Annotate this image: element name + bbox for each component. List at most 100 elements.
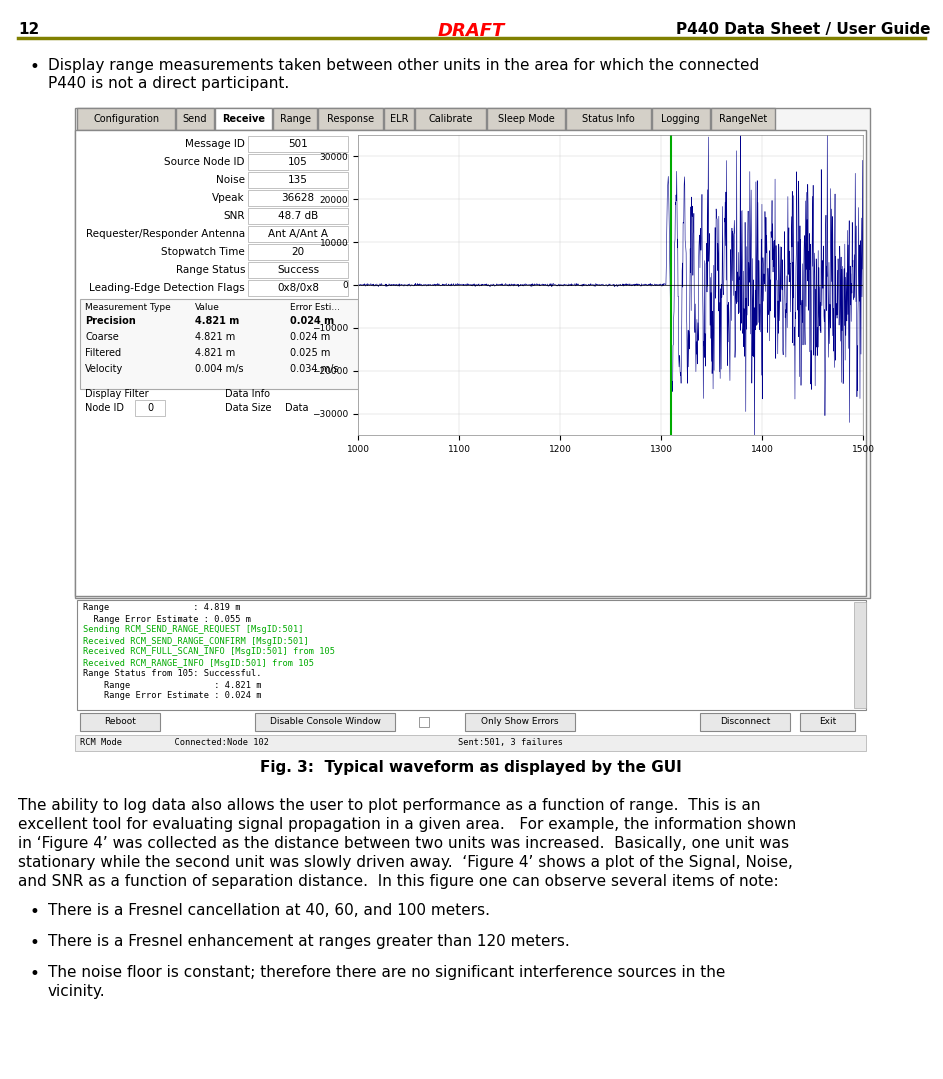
Text: P440 Data Sheet / User Guide: P440 Data Sheet / User Guide — [675, 22, 930, 37]
FancyBboxPatch shape — [248, 262, 348, 278]
Text: Filtered: Filtered — [85, 349, 121, 358]
FancyBboxPatch shape — [248, 154, 348, 170]
Text: stationary while the second unit was slowly driven away.  ‘Figure 4’ shows a plo: stationary while the second unit was slo… — [18, 855, 793, 870]
Text: Receive: Receive — [222, 114, 265, 124]
Text: vicinity.: vicinity. — [48, 984, 106, 999]
Text: Requester/Responder Antenna: Requester/Responder Antenna — [86, 229, 245, 240]
Text: and SNR as a function of separation distance.  In this figure one can observe se: and SNR as a function of separation dist… — [18, 874, 779, 889]
Text: Range Error Estimate : 0.055 m: Range Error Estimate : 0.055 m — [83, 615, 251, 624]
Text: Data Size: Data Size — [225, 402, 272, 413]
Text: Data Info: Data Info — [225, 390, 270, 399]
Text: 105: 105 — [289, 158, 307, 167]
FancyBboxPatch shape — [273, 108, 317, 129]
Text: Measurement Type: Measurement Type — [85, 302, 171, 312]
Text: 48.7 dB: 48.7 dB — [278, 211, 318, 221]
FancyBboxPatch shape — [854, 602, 866, 708]
Text: Exit: Exit — [819, 718, 836, 726]
Text: Send: Send — [183, 114, 207, 124]
Text: Status Info: Status Info — [582, 114, 635, 124]
Text: •: • — [30, 965, 40, 983]
Text: 36628: 36628 — [281, 193, 315, 203]
FancyBboxPatch shape — [415, 108, 487, 129]
FancyBboxPatch shape — [255, 713, 395, 730]
Text: P440 is not a direct participant.: P440 is not a direct participant. — [48, 76, 290, 91]
Text: •: • — [30, 903, 40, 921]
Text: •: • — [30, 58, 40, 76]
FancyBboxPatch shape — [318, 108, 383, 129]
Text: Range: Range — [280, 114, 310, 124]
Text: Precision: Precision — [85, 316, 136, 326]
Text: 0.024 m: 0.024 m — [290, 332, 330, 342]
Text: Disable Console Window: Disable Console Window — [270, 718, 380, 726]
Text: 0x8/0x8: 0x8/0x8 — [277, 283, 319, 293]
Text: The ability to log data also allows the user to plot performance as a function o: The ability to log data also allows the … — [18, 798, 760, 812]
FancyBboxPatch shape — [215, 108, 273, 129]
Text: 4.821 m: 4.821 m — [195, 316, 240, 326]
Text: SNR: SNR — [223, 211, 245, 221]
Text: Stopwatch Time: Stopwatch Time — [161, 247, 245, 257]
FancyBboxPatch shape — [248, 208, 348, 224]
FancyBboxPatch shape — [652, 108, 709, 129]
FancyBboxPatch shape — [700, 713, 790, 730]
Text: RangeNet: RangeNet — [719, 114, 767, 124]
FancyBboxPatch shape — [75, 735, 866, 751]
FancyBboxPatch shape — [248, 279, 348, 296]
Text: Vpeak: Vpeak — [212, 193, 245, 203]
Text: There is a Fresnel enhancement at ranges greater than 120 meters.: There is a Fresnel enhancement at ranges… — [48, 934, 570, 950]
Text: Logging: Logging — [661, 114, 700, 124]
FancyBboxPatch shape — [566, 108, 651, 129]
Text: Node ID: Node ID — [85, 402, 124, 413]
Text: Coarse: Coarse — [85, 332, 119, 342]
Text: 12: 12 — [18, 22, 40, 37]
Text: RCM Mode          Connected:Node 102                                    Sent:501: RCM Mode Connected:Node 102 Sent:501 — [80, 738, 563, 748]
FancyBboxPatch shape — [80, 299, 358, 390]
Text: Disconnect: Disconnect — [720, 718, 770, 726]
FancyBboxPatch shape — [248, 226, 348, 242]
Text: 0.004 m/s: 0.004 m/s — [195, 364, 243, 374]
FancyBboxPatch shape — [248, 190, 348, 206]
Text: Received RCM_FULL_SCAN_INFO [MsgID:501] from 105: Received RCM_FULL_SCAN_INFO [MsgID:501] … — [83, 647, 335, 656]
Text: Noise: Noise — [216, 175, 245, 185]
Text: Success: Success — [277, 265, 319, 275]
FancyBboxPatch shape — [800, 713, 855, 730]
Text: Leading-Edge Detection Flags: Leading-Edge Detection Flags — [90, 283, 245, 293]
Text: Calibrate: Calibrate — [428, 114, 472, 124]
Text: Sending RCM_SEND_RANGE_REQUEST [MsgID:501]: Sending RCM_SEND_RANGE_REQUEST [MsgID:50… — [83, 626, 304, 634]
FancyBboxPatch shape — [135, 400, 165, 416]
FancyBboxPatch shape — [384, 108, 414, 129]
FancyBboxPatch shape — [75, 129, 866, 596]
Text: excellent tool for evaluating signal propagation in a given area.   For example,: excellent tool for evaluating signal pro… — [18, 817, 796, 832]
Text: Configuration: Configuration — [93, 114, 159, 124]
Text: 135: 135 — [288, 175, 308, 185]
Text: Fig. 3:  Typical waveform as displayed by the GUI: Fig. 3: Typical waveform as displayed by… — [260, 760, 682, 775]
Text: Value: Value — [195, 302, 220, 312]
Text: DRAFT: DRAFT — [438, 22, 505, 40]
Text: Only Show Errors: Only Show Errors — [481, 718, 559, 726]
Text: Range                : 4.819 m: Range : 4.819 m — [83, 603, 240, 613]
Text: 0.025 m: 0.025 m — [290, 349, 330, 358]
FancyBboxPatch shape — [488, 108, 565, 129]
Text: Source Node ID: Source Node ID — [164, 158, 245, 167]
Text: 0.034 m/s: 0.034 m/s — [290, 364, 339, 374]
FancyBboxPatch shape — [248, 172, 348, 188]
Text: Response: Response — [327, 114, 374, 124]
FancyBboxPatch shape — [248, 244, 348, 260]
Text: 0.024 m: 0.024 m — [290, 316, 334, 326]
FancyBboxPatch shape — [711, 108, 775, 129]
Text: The noise floor is constant; therefore there are no significant interference sou: The noise floor is constant; therefore t… — [48, 965, 725, 980]
Text: Range Error Estimate : 0.024 m: Range Error Estimate : 0.024 m — [83, 692, 261, 700]
Text: Range Status: Range Status — [175, 265, 245, 275]
Text: Received RCM_RANGE_INFO [MsgID:501] from 105: Received RCM_RANGE_INFO [MsgID:501] from… — [83, 658, 314, 668]
Text: 20: 20 — [291, 247, 305, 257]
FancyBboxPatch shape — [248, 136, 348, 152]
Text: 501: 501 — [289, 139, 307, 149]
Text: There is a Fresnel cancellation at 40, 60, and 100 meters.: There is a Fresnel cancellation at 40, 6… — [48, 903, 490, 918]
Text: •: • — [30, 934, 40, 952]
Text: Error Esti...: Error Esti... — [290, 302, 340, 312]
Text: Received RCM_SEND_RANGE_CONFIRM [MsgID:501]: Received RCM_SEND_RANGE_CONFIRM [MsgID:5… — [83, 637, 308, 645]
Text: Message ID: Message ID — [185, 139, 245, 149]
FancyBboxPatch shape — [77, 600, 866, 710]
FancyBboxPatch shape — [465, 713, 575, 730]
Text: Sleep Mode: Sleep Mode — [498, 114, 554, 124]
FancyBboxPatch shape — [419, 718, 429, 727]
